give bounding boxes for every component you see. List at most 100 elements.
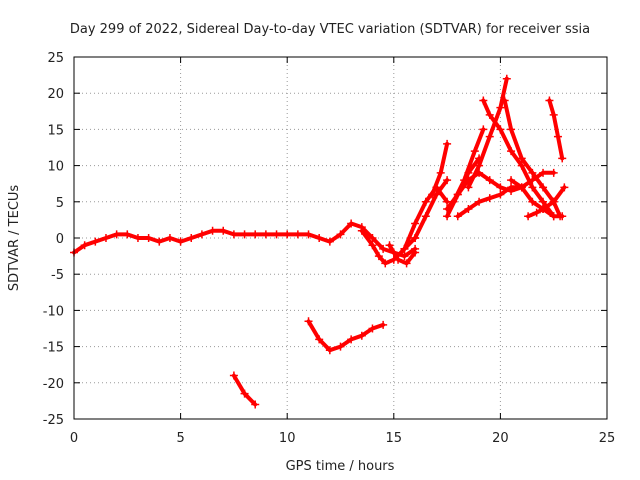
data-point bbox=[251, 400, 260, 409]
data-point bbox=[315, 234, 324, 242]
data-point bbox=[436, 168, 445, 177]
data-point bbox=[251, 230, 260, 239]
data-point bbox=[229, 371, 238, 380]
data-point bbox=[443, 139, 452, 148]
data-point bbox=[347, 335, 356, 344]
data-series bbox=[70, 74, 569, 409]
data-point bbox=[464, 168, 473, 177]
data-point bbox=[507, 125, 516, 134]
y-tick-label: -5 bbox=[51, 268, 64, 283]
series-tail-a bbox=[547, 98, 565, 161]
data-point bbox=[400, 252, 409, 261]
data-point bbox=[219, 226, 228, 235]
data-point bbox=[485, 132, 494, 141]
data-point bbox=[496, 190, 505, 199]
data-point bbox=[558, 154, 567, 163]
data-point bbox=[283, 230, 292, 239]
data-point bbox=[374, 252, 383, 261]
data-point bbox=[539, 197, 548, 206]
data-point bbox=[165, 234, 174, 242]
data-point bbox=[475, 154, 484, 163]
data-point bbox=[123, 230, 132, 239]
data-point bbox=[411, 219, 420, 228]
data-point bbox=[347, 219, 356, 228]
data-point bbox=[496, 183, 505, 192]
data-point bbox=[379, 320, 388, 329]
series-mid-b bbox=[455, 170, 556, 219]
y-axis-label: SDTVAR / TECUs bbox=[7, 185, 22, 292]
data-point bbox=[496, 103, 505, 112]
y-tick-label: 25 bbox=[47, 51, 64, 66]
data-point bbox=[539, 205, 548, 214]
data-point bbox=[400, 244, 409, 253]
data-point bbox=[549, 168, 558, 177]
data-point bbox=[485, 194, 494, 203]
y-tick-label: -15 bbox=[43, 341, 64, 356]
data-point bbox=[532, 208, 541, 217]
data-point bbox=[507, 176, 516, 185]
data-point bbox=[240, 389, 249, 398]
data-point bbox=[176, 237, 185, 246]
series-down-a bbox=[481, 98, 556, 219]
y-tick-label: 15 bbox=[47, 123, 64, 138]
data-point bbox=[485, 110, 494, 119]
series-rise-b bbox=[413, 178, 450, 240]
data-point bbox=[101, 234, 110, 242]
x-axis-label: GPS time / hours bbox=[286, 459, 395, 474]
data-point bbox=[197, 230, 206, 239]
data-point bbox=[385, 241, 394, 250]
y-tick-label: -10 bbox=[43, 304, 64, 319]
data-point bbox=[500, 96, 509, 105]
data-point bbox=[187, 234, 196, 242]
data-point bbox=[496, 125, 505, 134]
x-tick-label: 15 bbox=[386, 431, 403, 446]
data-point bbox=[368, 324, 377, 333]
series-low-dip-b bbox=[387, 243, 418, 266]
data-point bbox=[545, 96, 554, 105]
data-point bbox=[443, 176, 452, 185]
data-point bbox=[411, 248, 420, 257]
data-point bbox=[315, 335, 324, 344]
y-tick-label: -25 bbox=[43, 413, 64, 428]
chart-title: Day 299 of 2022, Sidereal Day-to-day VTE… bbox=[70, 22, 590, 37]
data-point bbox=[421, 197, 430, 206]
series-main-band bbox=[72, 221, 418, 259]
data-point bbox=[402, 259, 411, 268]
data-point bbox=[464, 205, 473, 214]
data-point bbox=[453, 190, 462, 199]
data-point bbox=[453, 212, 462, 221]
y-tick-label: 10 bbox=[47, 160, 64, 175]
data-point bbox=[558, 212, 567, 221]
data-point bbox=[208, 226, 217, 235]
data-point bbox=[485, 176, 494, 185]
data-point bbox=[528, 197, 537, 206]
data-point bbox=[293, 230, 302, 239]
data-point bbox=[517, 161, 526, 170]
data-point bbox=[112, 230, 121, 239]
data-point bbox=[507, 147, 516, 156]
x-tick-label: 20 bbox=[492, 431, 509, 446]
data-point bbox=[549, 197, 558, 206]
data-point bbox=[517, 154, 526, 163]
data-point bbox=[357, 331, 366, 340]
data-point bbox=[144, 234, 153, 242]
x-tick-label: 10 bbox=[279, 431, 296, 446]
data-point bbox=[357, 226, 366, 235]
data-point bbox=[272, 230, 281, 239]
data-point bbox=[381, 259, 390, 268]
data-point bbox=[304, 317, 313, 326]
data-point bbox=[475, 161, 484, 170]
data-point bbox=[411, 234, 420, 242]
data-point bbox=[549, 212, 558, 221]
data-point bbox=[539, 168, 548, 177]
data-point bbox=[336, 230, 345, 239]
data-point bbox=[91, 237, 100, 246]
data-point bbox=[379, 244, 388, 253]
y-tick-label: 5 bbox=[56, 196, 64, 211]
data-point bbox=[524, 212, 533, 221]
data-point bbox=[240, 230, 249, 239]
data-point bbox=[428, 190, 437, 199]
data-point bbox=[325, 237, 334, 246]
data-point bbox=[464, 183, 473, 192]
y-tick-label: 20 bbox=[47, 87, 64, 102]
